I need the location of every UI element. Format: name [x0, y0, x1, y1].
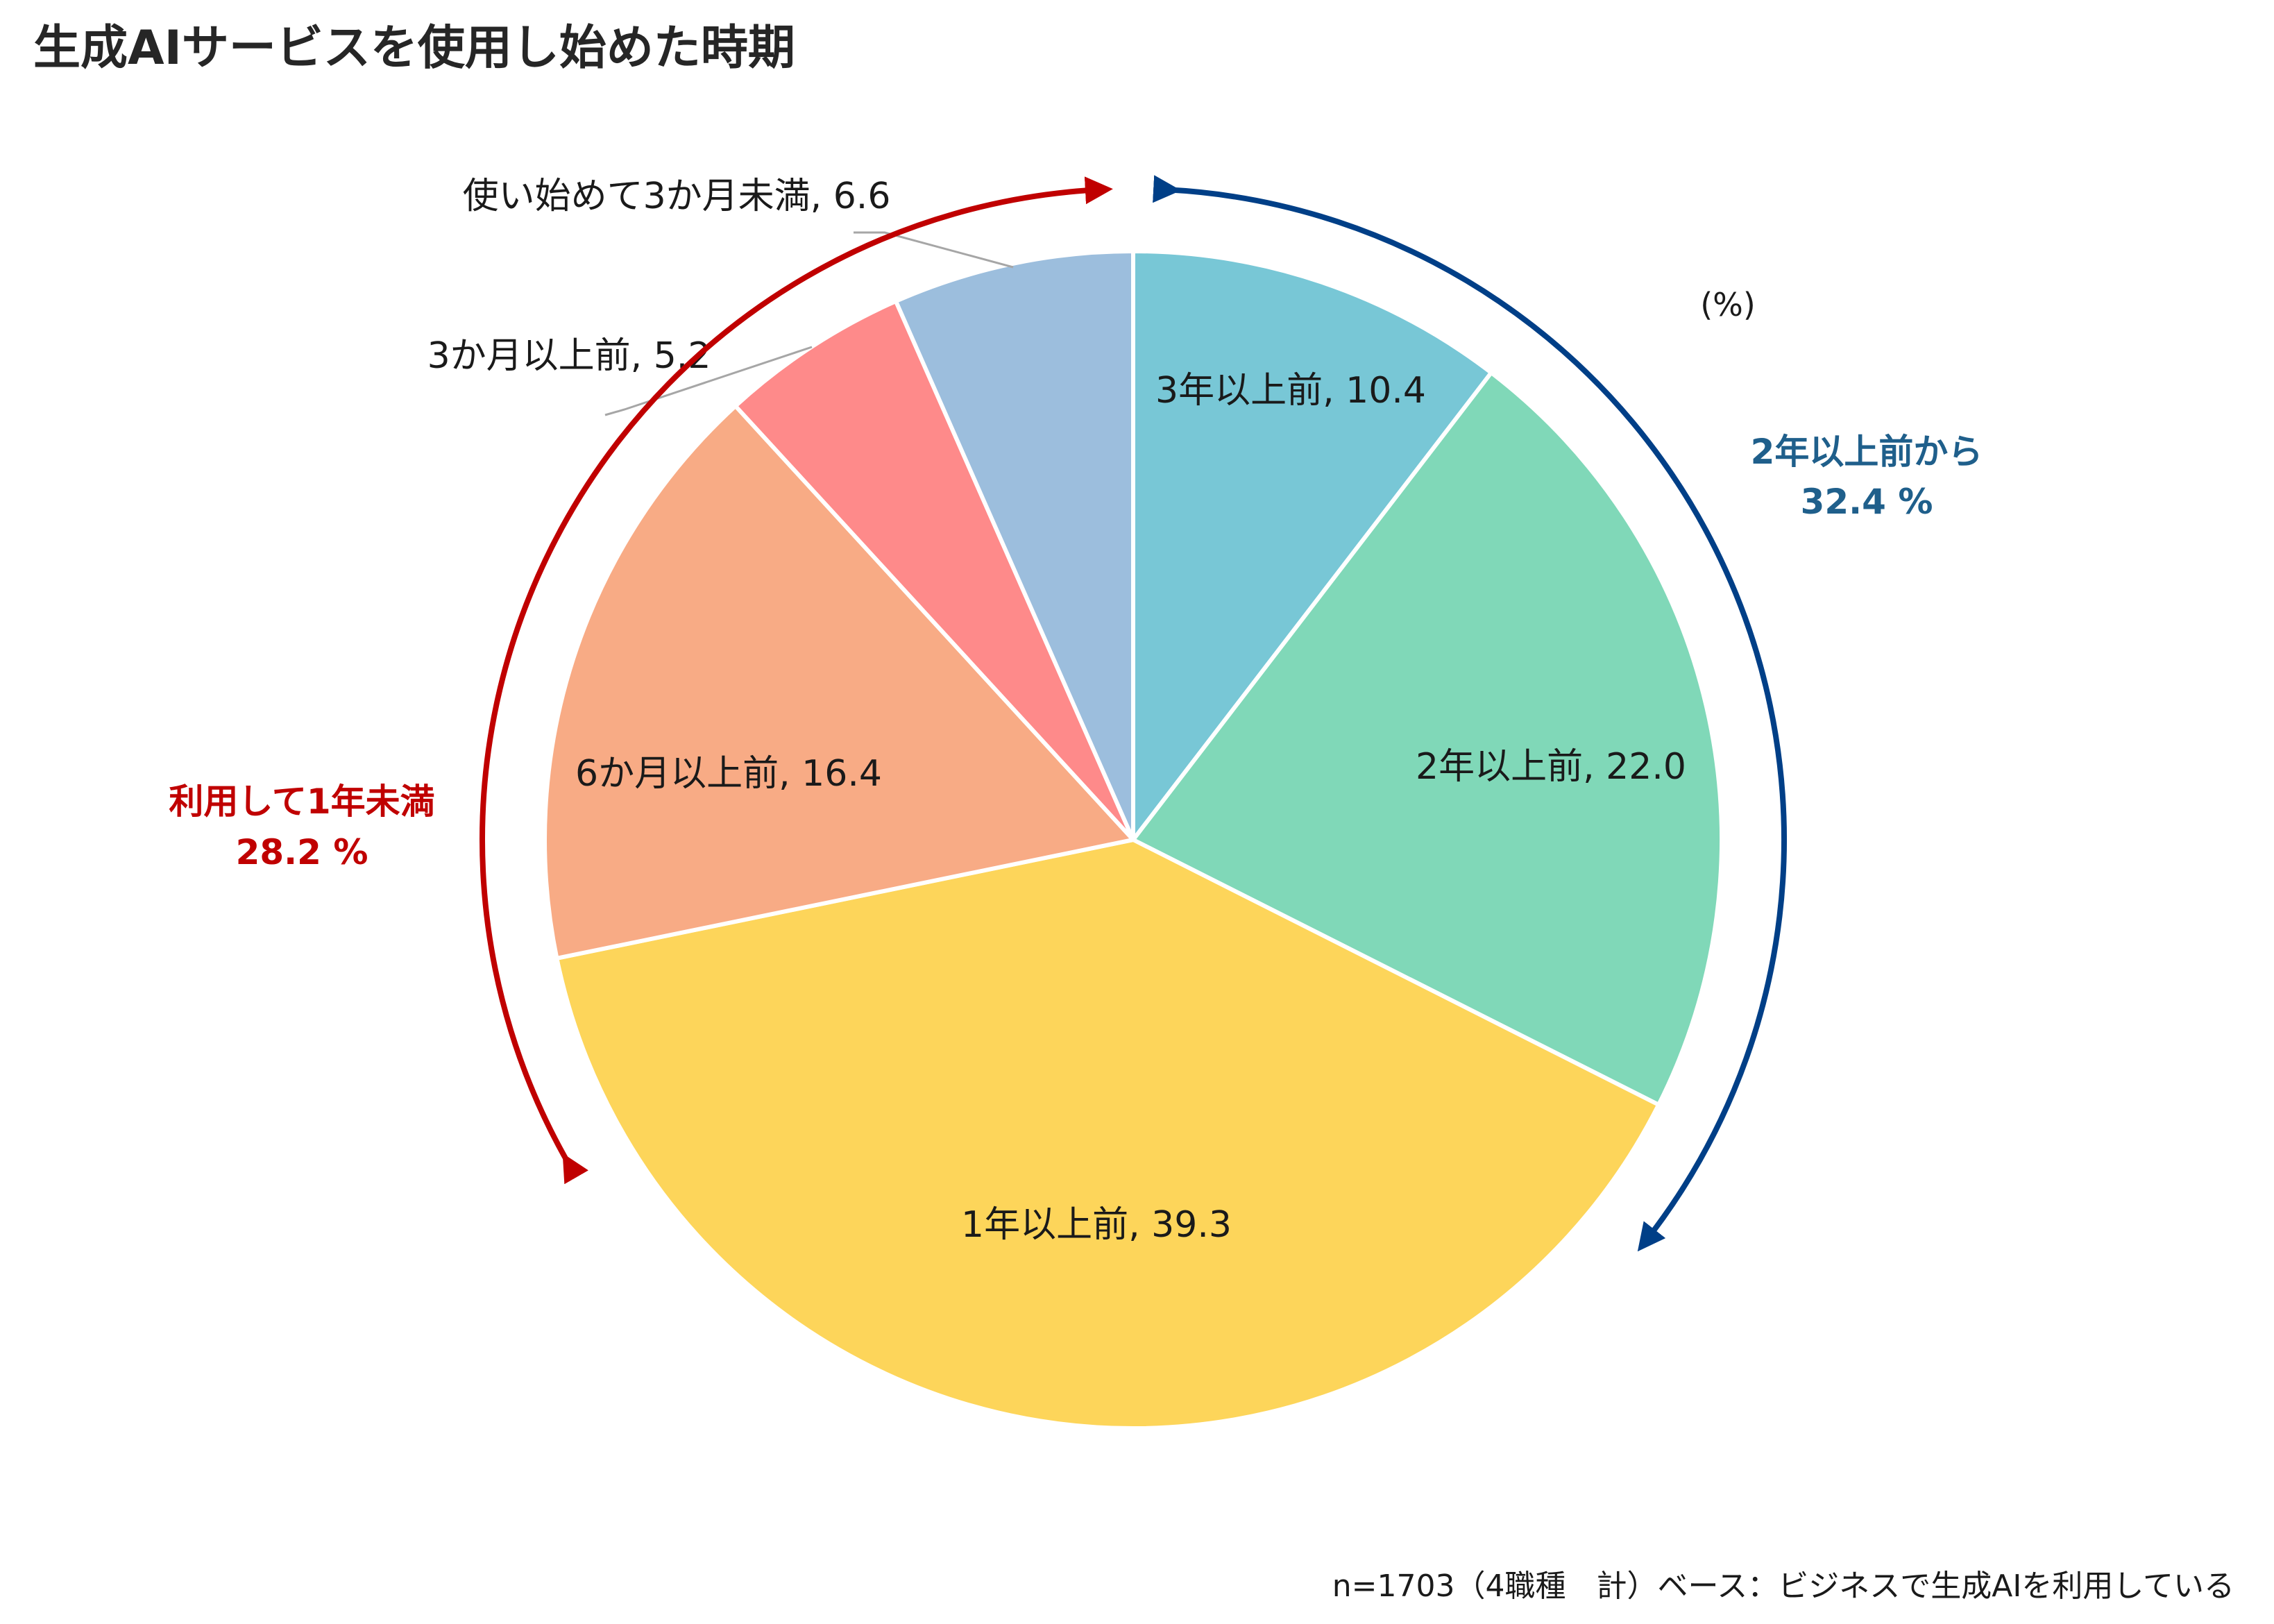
under-one-year-value: 28.2 %: [236, 832, 368, 872]
pie-slices: [543, 249, 1724, 1430]
slice-label-2: 2年以上前, 22.0: [1416, 746, 1686, 788]
sample-note: n=1703（4職種 計）ベース：ビジネスで生成AIを利用している: [1332, 1568, 2234, 1604]
two-years-plus-value: 32.4 %: [1801, 482, 1933, 522]
slice-label-5: 3か月以上前, 5.2: [427, 335, 711, 377]
two-years-plus-arc: [1153, 175, 1787, 1252]
slice-label-1: 3年以上前, 10.4: [1155, 370, 1426, 412]
slice-label-3: 1年以上前, 39.3: [961, 1204, 1232, 1246]
slice-label-4: 6か月以上前, 16.4: [575, 753, 882, 795]
unit-label: (%): [1700, 286, 1756, 323]
slice-label-6: 使い始めて3か月未満, 6.6: [463, 176, 891, 217]
under-one-year-label: 利用して1年未満: [169, 781, 434, 822]
chart-title: 生成AIサービスを使用し始めた時期: [33, 21, 795, 76]
two-years-plus-label: 2年以上前から: [1751, 432, 1983, 472]
leader-line-3months-under: [854, 231, 1014, 269]
under-one-year-arc: [480, 176, 1113, 1185]
